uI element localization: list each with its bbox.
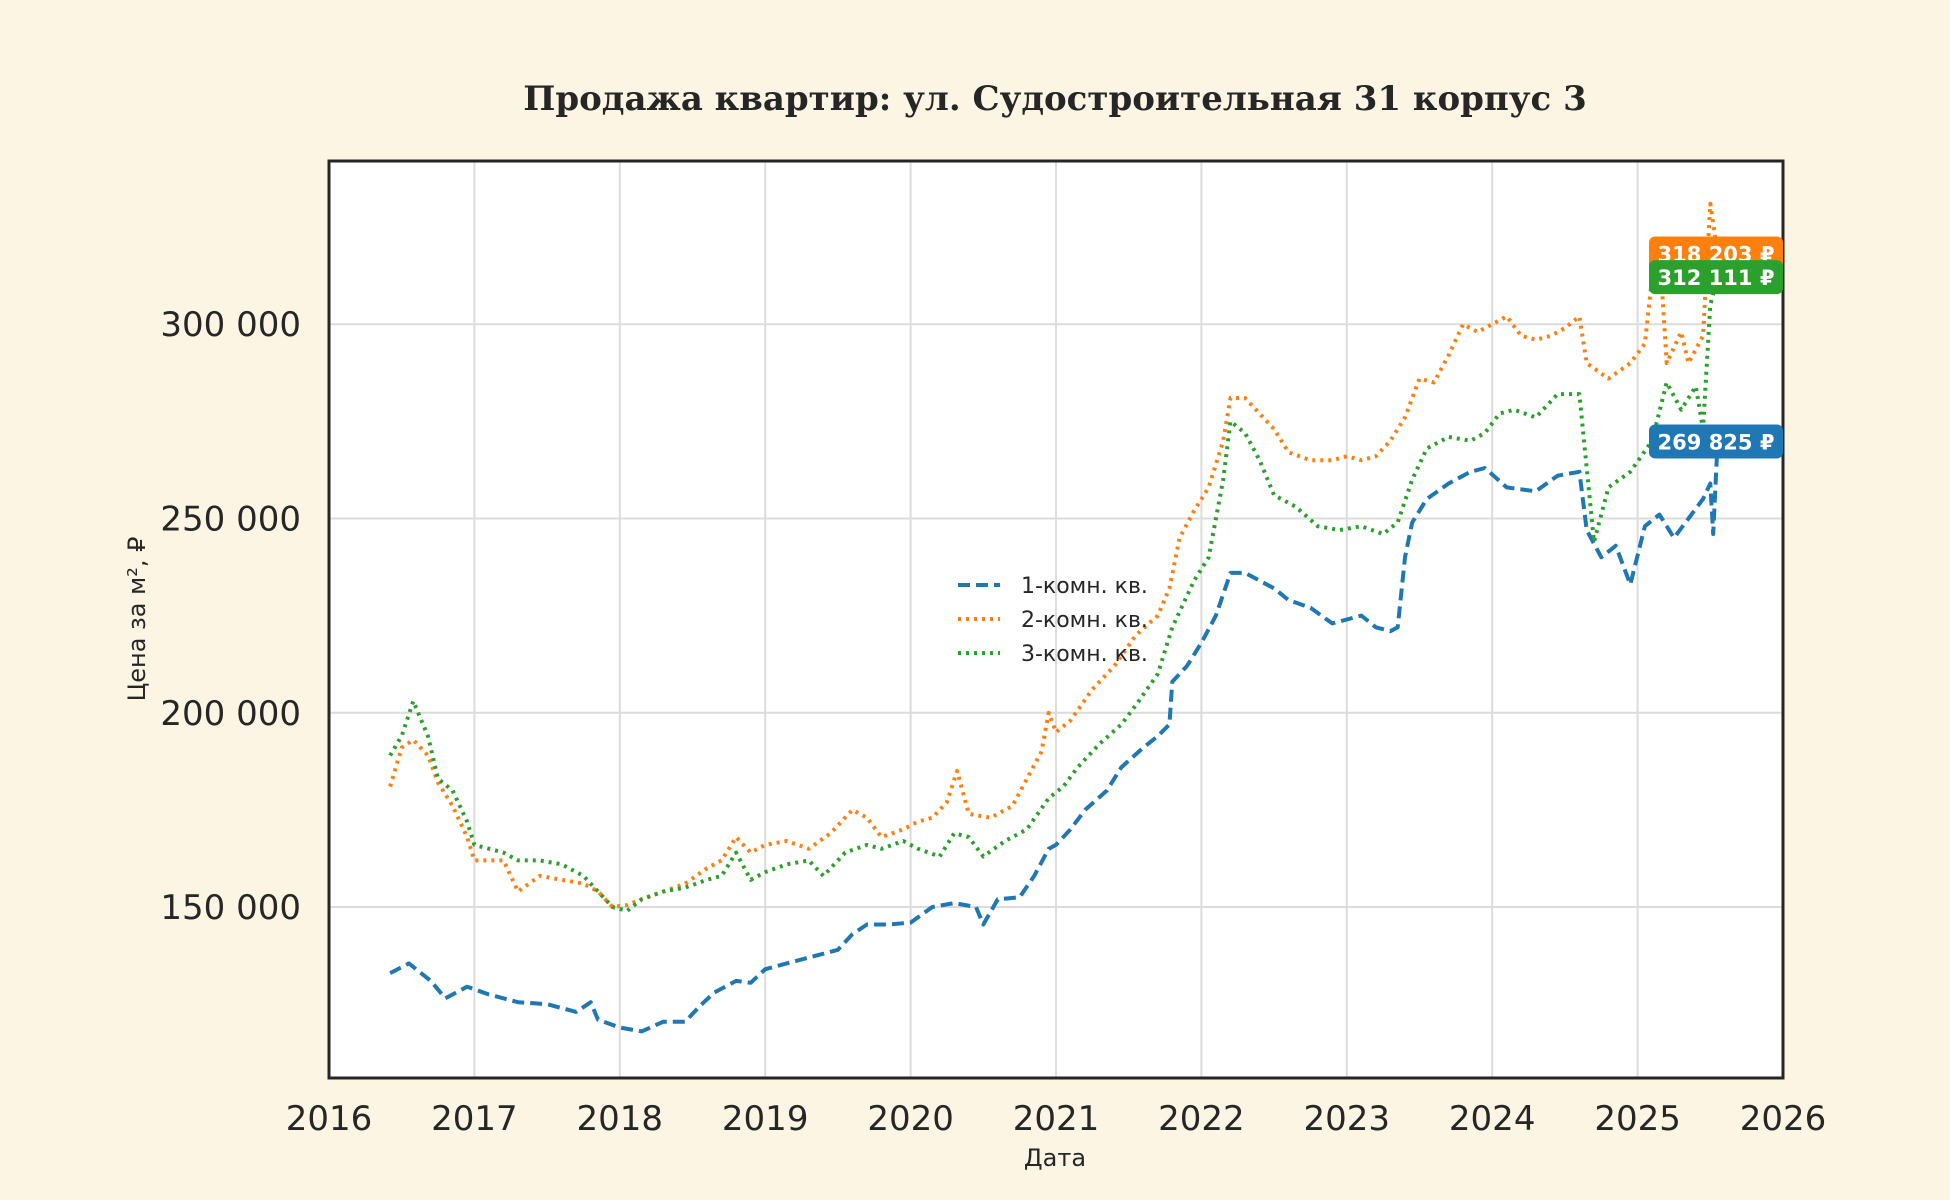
legend-label: 3-комн. кв.: [1021, 642, 1148, 667]
legend: 1-комн. кв. 2-комн. кв. 3-комн. кв.: [958, 574, 1148, 667]
y-tick-label: 300 000: [160, 305, 301, 345]
chart-title: Продажа квартир: ул. Судостроительная 31…: [523, 79, 1587, 119]
legend-label: 1-комн. кв.: [1021, 574, 1148, 599]
legend-entry-1: 1-комн. кв.: [958, 574, 1148, 599]
last-value-text: 269 825 ₽: [1658, 430, 1775, 454]
x-tick-label: 2022: [1158, 1099, 1245, 1139]
last-value-badges: 269 825 ₽318 203 ₽312 111 ₽: [1649, 236, 1783, 459]
x-axis-label: Дата: [1024, 1144, 1086, 1172]
x-tick-label: 2016: [286, 1099, 373, 1139]
series-line-2: [388, 201, 1720, 909]
x-tick-label: 2017: [431, 1099, 518, 1139]
x-tick-label: 2026: [1740, 1099, 1827, 1139]
y-tick-label: 150 000: [160, 888, 301, 928]
last-value-text: 312 111 ₽: [1658, 266, 1775, 290]
x-tick-label: 2020: [867, 1099, 954, 1139]
y-tick-label: 250 000: [160, 499, 301, 539]
last-value-badge-3: 312 111 ₽: [1649, 260, 1783, 295]
x-tick-label: 2018: [577, 1099, 664, 1139]
legend-label: 2-комн. кв.: [1021, 608, 1148, 633]
x-tick-label: 2025: [1594, 1099, 1681, 1139]
x-tick-label: 2023: [1304, 1099, 1391, 1139]
series-lines: [388, 201, 1720, 1034]
y-axis-label: Цена за м², ₽: [123, 537, 151, 702]
legend-entry-2: 2-комн. кв.: [958, 608, 1148, 633]
x-tick-label: 2019: [722, 1099, 809, 1139]
legend-entry-3: 3-комн. кв.: [958, 642, 1148, 667]
x-tick-label: 2024: [1449, 1099, 1536, 1139]
plot-frame: [327, 159, 1785, 1080]
y-tick-label: 200 000: [160, 694, 301, 734]
x-tick-label: 2021: [1013, 1099, 1100, 1139]
last-value-badge-1: 269 825 ₽: [1649, 424, 1783, 459]
y-axis-ticks: 150 000 200 000 250 000 300 000: [160, 305, 301, 928]
x-axis-ticks: 2016 2017 2018 2019 2020 2021 2022 2023 2024 2025…: [286, 1099, 1827, 1139]
